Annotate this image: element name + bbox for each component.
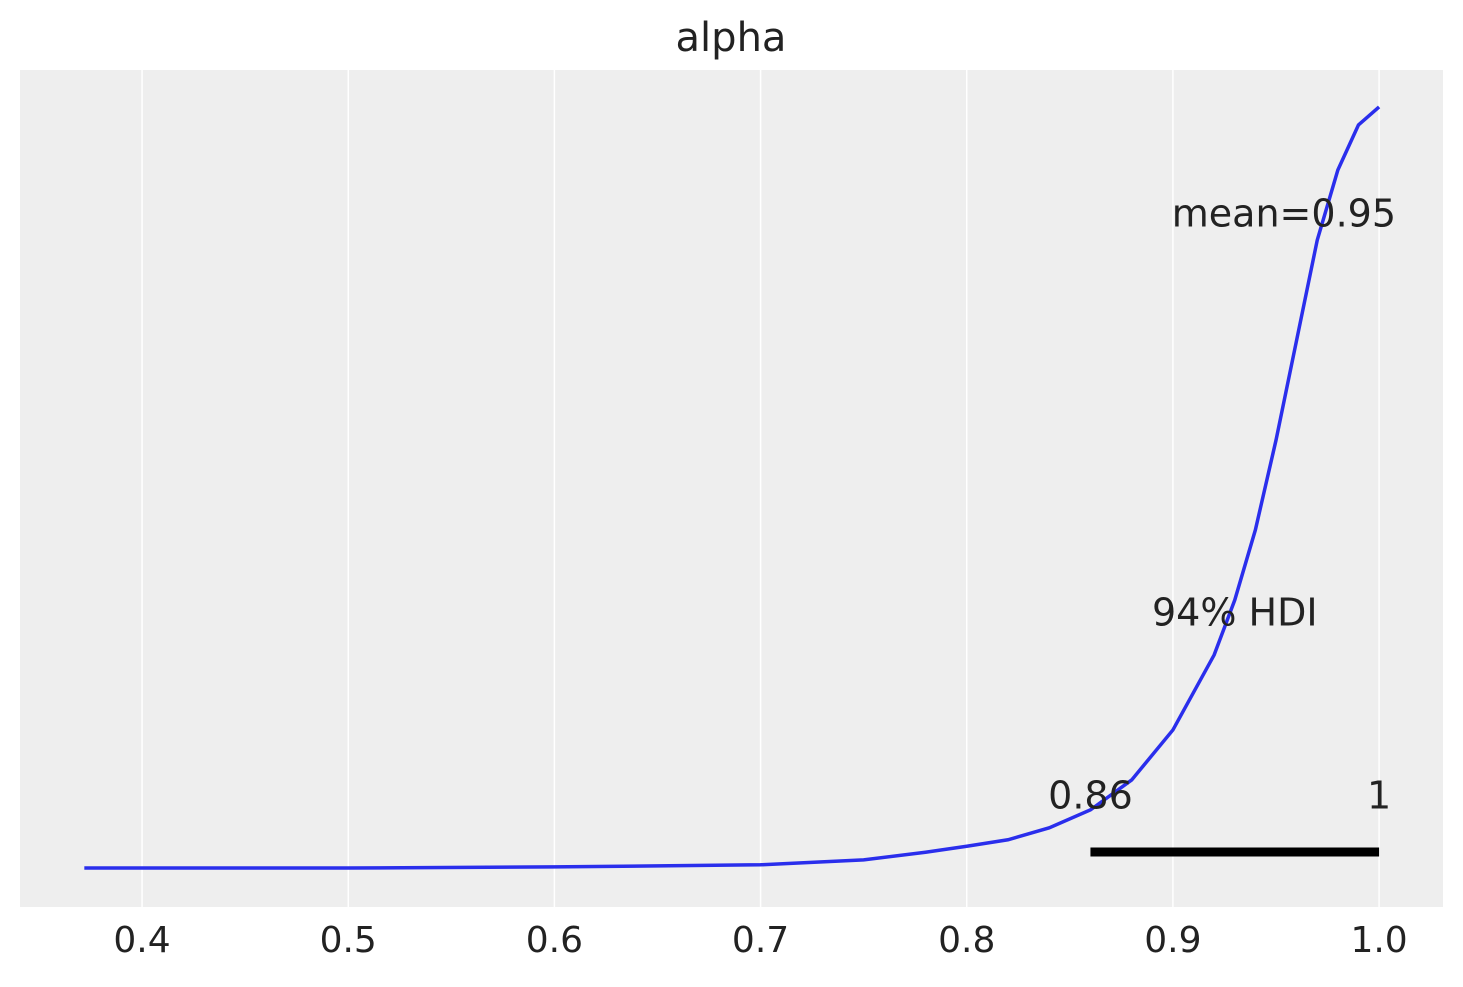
x-tick-label: 0.6: [526, 920, 583, 961]
x-tick-label: 1.0: [1350, 920, 1407, 961]
plot-area: [20, 70, 1443, 907]
x-tick-label: 0.9: [1144, 920, 1201, 961]
density-line: [84, 105, 1381, 870]
hdi-lower-label: 0.86: [1048, 774, 1133, 818]
mean-label: mean=0.95: [1172, 192, 1396, 236]
x-tick-label: 0.5: [320, 920, 377, 961]
chart-title: alpha: [676, 15, 787, 61]
x-tick-label: 0.8: [938, 920, 995, 961]
hdi-label: 94% HDI: [1152, 591, 1318, 635]
hdi-upper-label: 1: [1367, 774, 1391, 818]
x-tick-label: 0.4: [113, 920, 170, 961]
x-tick-label: 0.7: [732, 920, 789, 961]
